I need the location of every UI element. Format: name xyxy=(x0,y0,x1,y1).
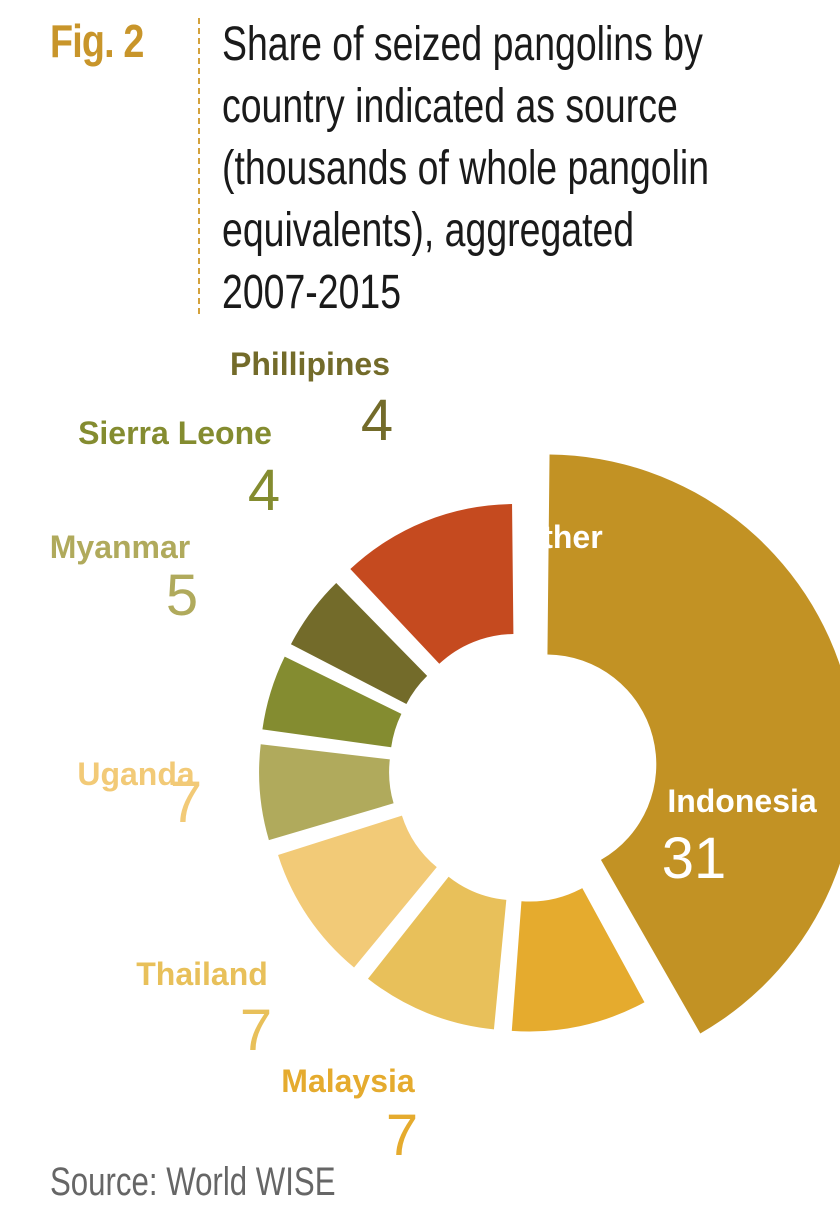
slice-thailand xyxy=(367,876,507,1030)
category-label-thailand: Thailand xyxy=(136,956,268,992)
slice-uganda xyxy=(278,815,437,968)
category-label-sierra-leone: Sierra Leone xyxy=(78,415,272,451)
slices-group xyxy=(259,454,840,1034)
value-label-sierra-leone: 4 xyxy=(248,458,280,523)
slice-malaysia xyxy=(511,888,645,1032)
title-divider xyxy=(198,18,200,314)
slice-indonesia xyxy=(547,454,840,1034)
slice-myanmar xyxy=(259,744,394,841)
category-label-uganda: Uganda xyxy=(77,756,195,792)
category-label-myanmar: Myanmar xyxy=(50,529,191,565)
value-label-myanmar: 5 xyxy=(166,563,198,628)
category-label-malaysia: Malaysia xyxy=(281,1063,415,1099)
chart-title: Share of seized pangolins by country ind… xyxy=(222,18,710,319)
source-note: Source: World WISE xyxy=(50,1160,336,1204)
slice-sierra-leone xyxy=(262,656,402,748)
value-label-indonesia: 31 xyxy=(662,826,727,891)
value-label-malaysia: 7 xyxy=(386,1103,418,1168)
category-label-indonesia: Indonesia xyxy=(667,783,817,819)
figure-number: Fig. 2 xyxy=(50,15,144,67)
slice-other xyxy=(350,504,514,664)
value-label-other: 9 xyxy=(512,558,544,623)
value-label-uganda: 7 xyxy=(170,770,202,835)
slice-phillipines xyxy=(290,583,428,704)
labels-group: Indonesia31Malaysia7Thailand7Uganda7Myan… xyxy=(50,346,817,1168)
value-label-thailand: 7 xyxy=(240,998,272,1063)
category-label-phillipines: Phillipines xyxy=(230,346,390,382)
value-label-phillipines: 4 xyxy=(361,388,393,453)
category-label-other: Other xyxy=(517,519,602,555)
